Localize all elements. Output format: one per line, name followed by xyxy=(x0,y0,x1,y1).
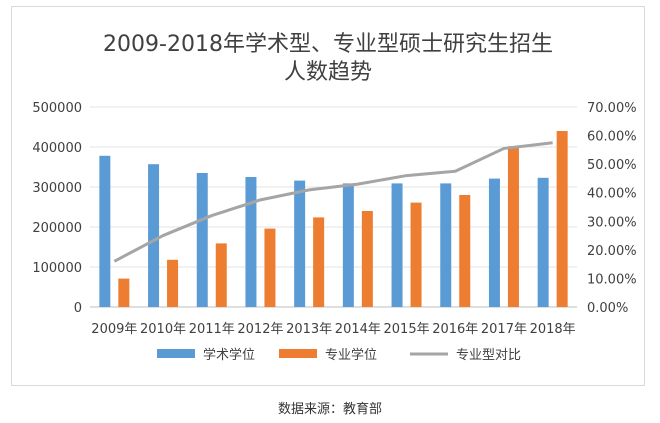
ratio-line xyxy=(113,141,553,263)
academic-bar xyxy=(294,180,306,307)
academic-bar xyxy=(391,183,403,307)
legend-swatch xyxy=(279,349,317,358)
x-axis-labels: 2009年 2010年 2011年 2012年 2013年 2014年 2015年 2016年… xyxy=(91,322,575,337)
left-tick-label: 300000 xyxy=(32,181,82,196)
x-tick-label: 2009年 xyxy=(91,322,137,337)
academic-bar xyxy=(488,178,500,307)
right-tick-label: 50.00% xyxy=(587,158,637,173)
academic-bar xyxy=(245,177,257,307)
x-tick-label: 2011年 xyxy=(189,322,235,337)
chart-svg: 2009-2018年学术型、专业型硕士研究生招生 人数趋势 0 100000 200… xyxy=(32,32,637,363)
chart-title-line1: 2009-2018年学术型、专业型硕士研究生招生 xyxy=(103,32,553,57)
left-tick-label: 0 xyxy=(74,301,82,316)
ratio-line-path xyxy=(113,141,553,263)
left-tick-label: 500000 xyxy=(32,101,82,116)
academic-bar xyxy=(99,155,111,307)
right-tick-label: 30.00% xyxy=(587,215,637,230)
legend: 学术学位 专业学位 专业型对比 xyxy=(157,347,521,363)
chart-frame: 2009-2018年学术型、专业型硕士研究生招生 人数趋势 0 100000 200… xyxy=(11,6,645,386)
professional-bar xyxy=(167,259,179,307)
academic-bar xyxy=(440,183,452,307)
x-tick-label: 2018年 xyxy=(530,322,576,337)
right-tick-label: 10.00% xyxy=(587,272,637,287)
left-tick-label: 200000 xyxy=(32,221,82,236)
legend-label: 专业学位 xyxy=(325,347,377,363)
left-axis: 0 100000 200000 300000 400000 500000 xyxy=(32,101,82,316)
professional-bar xyxy=(556,131,568,307)
professional-bar xyxy=(459,195,471,307)
professional-bar xyxy=(264,228,276,307)
bars xyxy=(99,131,568,307)
academic-bar xyxy=(342,183,354,307)
right-tick-label: 70.00% xyxy=(587,101,637,116)
legend-label: 学术学位 xyxy=(203,347,255,363)
x-tick-label: 2015年 xyxy=(384,322,430,337)
x-tick-label: 2012年 xyxy=(237,322,283,337)
professional-bar xyxy=(361,211,373,307)
chart-title-line2: 人数趋势 xyxy=(284,60,372,85)
professional-bar xyxy=(410,202,422,307)
x-tick-label: 2017年 xyxy=(481,322,527,337)
professional-bar xyxy=(313,217,325,307)
x-tick-label: 2013年 xyxy=(286,322,332,337)
professional-bar xyxy=(215,243,227,307)
gridlines xyxy=(90,106,577,308)
academic-bar xyxy=(537,177,549,307)
left-tick-label: 100000 xyxy=(32,261,82,276)
x-tick-label: 2016年 xyxy=(432,322,478,337)
x-tick-label: 2010年 xyxy=(140,322,186,337)
right-tick-label: 60.00% xyxy=(587,130,637,145)
professional-bar xyxy=(118,278,130,307)
legend-label: 专业型对比 xyxy=(456,348,521,363)
right-tick-label: 0.00% xyxy=(587,301,628,316)
x-tick-label: 2014年 xyxy=(335,322,381,337)
right-tick-label: 40.00% xyxy=(587,187,637,202)
academic-bar xyxy=(148,164,160,307)
left-tick-label: 400000 xyxy=(32,141,82,156)
academic-bar xyxy=(196,173,208,307)
legend-swatch xyxy=(157,349,195,358)
right-tick-label: 20.00% xyxy=(587,244,637,259)
source-note: 数据来源：教育部 xyxy=(277,402,382,417)
professional-bar xyxy=(507,146,519,307)
right-axis: 0.00% 10.00% 20.00% 30.00% 40.00% 50.00% 60.00… xyxy=(587,101,637,316)
